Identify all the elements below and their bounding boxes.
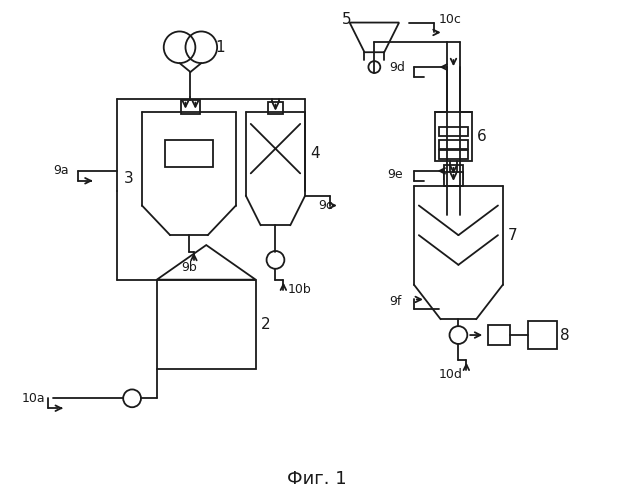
Text: 2: 2 — [261, 316, 270, 332]
Text: 9a: 9a — [53, 164, 68, 177]
Text: 8: 8 — [560, 328, 570, 342]
Bar — [435, 112, 472, 161]
Text: 10a: 10a — [22, 392, 45, 405]
Text: 5: 5 — [342, 12, 351, 27]
Text: Фиг. 1: Фиг. 1 — [287, 470, 347, 488]
Bar — [439, 140, 469, 149]
Text: 6: 6 — [477, 129, 487, 144]
Text: 9c: 9c — [318, 199, 333, 212]
Bar — [157, 280, 256, 368]
Text: 9f: 9f — [389, 295, 401, 308]
Bar — [268, 102, 283, 114]
Text: 4: 4 — [310, 146, 320, 161]
Text: 9b: 9b — [181, 262, 197, 274]
Text: 1: 1 — [215, 40, 225, 55]
Bar — [181, 100, 200, 114]
Bar — [444, 172, 463, 186]
Text: 9e: 9e — [387, 168, 403, 181]
Text: 9d: 9d — [389, 60, 405, 74]
Text: 10d: 10d — [439, 368, 462, 381]
Bar — [488, 325, 510, 345]
Bar — [444, 165, 463, 179]
Bar — [527, 321, 557, 349]
Bar — [165, 140, 212, 168]
Text: 10c: 10c — [439, 13, 462, 26]
Bar — [439, 128, 469, 136]
Bar — [439, 150, 469, 159]
Text: 3: 3 — [124, 172, 134, 186]
Text: 7: 7 — [508, 228, 517, 242]
Text: 10b: 10b — [287, 283, 311, 296]
